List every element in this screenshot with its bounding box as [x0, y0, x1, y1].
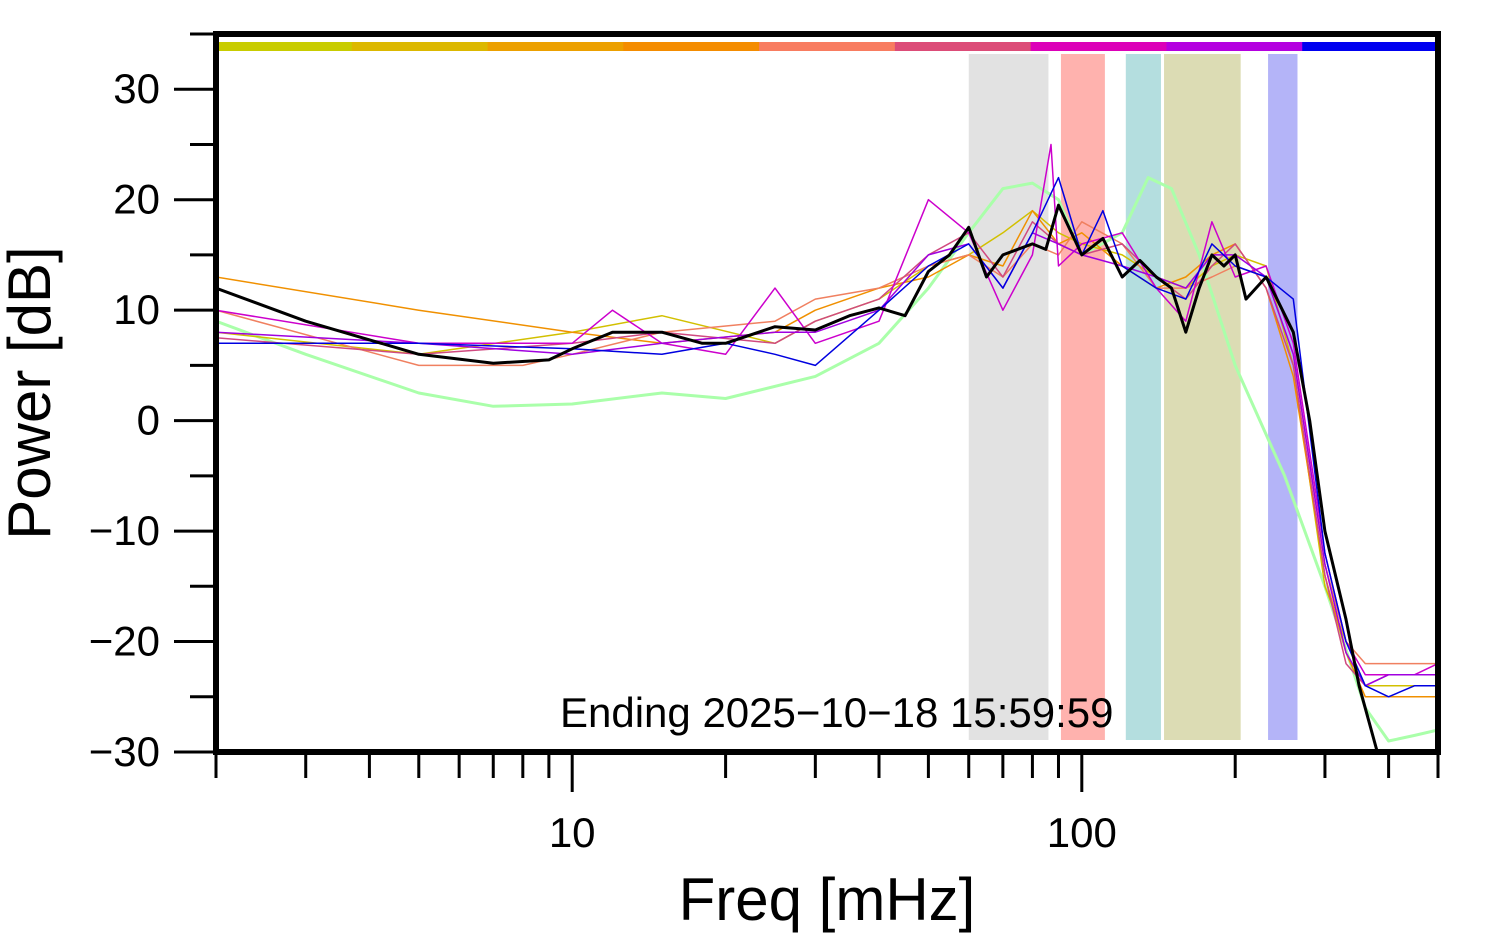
y-tick-label: −20 — [89, 618, 160, 665]
series-line-7 — [216, 176, 1438, 698]
frequency-bands — [968, 54, 1298, 740]
x-axis-label: Freq [mHz] — [679, 866, 976, 933]
series-line-3 — [216, 221, 1438, 665]
series-line-6 — [216, 232, 1438, 687]
y-tick-label: 0 — [137, 397, 160, 444]
band-0 — [968, 54, 1049, 740]
series-line-0 — [216, 176, 1438, 743]
color-bar-segment-1 — [351, 42, 489, 51]
x-tick-label: 100 — [1047, 809, 1117, 856]
y-tick-label: −10 — [89, 507, 160, 554]
series-line-1 — [216, 209, 1438, 687]
y-axis-ticks: 30 20 10 0 −10 −20 −30 — [89, 32, 216, 775]
band-3 — [1164, 54, 1241, 740]
color-bar-segment-4 — [759, 42, 896, 51]
color-bar-segment-7 — [1166, 42, 1303, 51]
band-1 — [1060, 54, 1105, 740]
y-tick-label: 10 — [113, 286, 160, 333]
color-bar-segment-0 — [216, 42, 353, 51]
color-bar-segment-5 — [894, 42, 1032, 51]
color-bar-segment-6 — [1030, 42, 1167, 51]
y-tick-label: 20 — [113, 176, 160, 223]
y-tick-label: −30 — [89, 728, 160, 775]
series-line-2 — [216, 209, 1438, 698]
plot-frame — [213, 31, 1441, 755]
top-color-bar — [216, 42, 1439, 51]
y-axis-label: Power [dB] — [0, 246, 63, 539]
x-axis-ticks: 10 100 — [214, 752, 1440, 856]
color-bar-segment-3 — [623, 42, 760, 51]
y-tick-label: 30 — [113, 65, 160, 112]
spectrum-series — [216, 143, 1438, 752]
series-line-8 — [216, 203, 1379, 752]
series-line-4 — [216, 221, 1438, 687]
timestamp-annotation: Ending 2025−10−18 15:59:59 — [560, 689, 1114, 736]
band-2 — [1125, 54, 1161, 740]
band-4 — [1268, 54, 1298, 740]
color-bar-segment-8 — [1302, 42, 1439, 51]
x-tick-label: 10 — [549, 809, 596, 856]
color-bar-segment-2 — [487, 42, 624, 51]
